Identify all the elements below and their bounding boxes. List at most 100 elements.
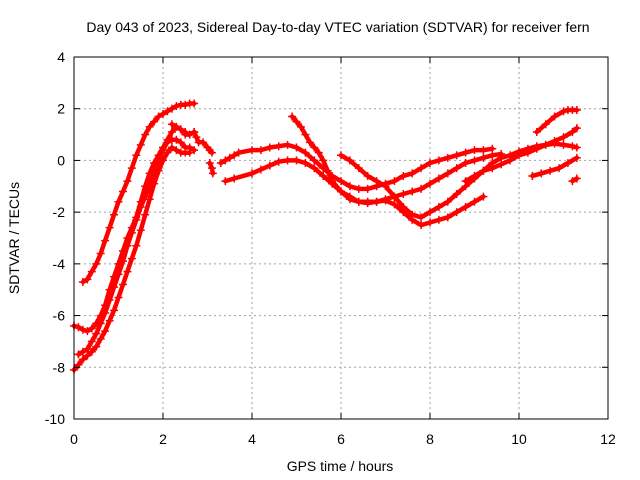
data-point xyxy=(452,151,461,160)
data-point xyxy=(532,144,541,153)
data-point xyxy=(83,345,92,354)
data-point xyxy=(292,156,301,165)
data-point xyxy=(274,157,283,166)
data-point xyxy=(114,197,123,206)
data-point xyxy=(363,197,372,206)
data-point xyxy=(230,151,239,160)
data-point xyxy=(92,259,101,268)
data-point xyxy=(572,106,581,115)
data-point xyxy=(141,192,150,201)
data-point xyxy=(274,142,283,151)
data-point xyxy=(154,156,163,165)
data-point xyxy=(172,102,181,111)
data-point xyxy=(87,267,96,276)
data-point xyxy=(434,215,443,224)
data-point xyxy=(172,122,181,131)
data-point xyxy=(172,146,181,155)
data-point xyxy=(488,151,497,160)
data-point xyxy=(163,148,172,157)
data-point xyxy=(381,182,390,191)
data-point xyxy=(390,200,399,209)
data-point xyxy=(319,156,328,165)
data-point xyxy=(207,164,216,173)
data-point xyxy=(572,143,581,152)
data-point xyxy=(74,350,83,359)
data-point xyxy=(185,130,194,139)
data-point xyxy=(283,156,292,165)
data-point xyxy=(105,296,114,305)
x-tick-label: 12 xyxy=(600,431,616,447)
data-point xyxy=(127,164,136,173)
x-tick-label: 2 xyxy=(159,431,167,447)
data-point xyxy=(221,177,230,186)
data-point xyxy=(283,140,292,149)
data-point xyxy=(136,226,145,235)
data-point xyxy=(154,112,163,121)
data-point xyxy=(528,171,537,180)
data-point xyxy=(363,184,372,193)
data-point xyxy=(426,179,434,188)
y-tick-labels: -10 -8 -6 -4 -2 0 2 4 xyxy=(45,49,65,427)
x-tick-label: 0 xyxy=(70,431,78,447)
data-point xyxy=(101,236,110,245)
data-point xyxy=(434,202,443,211)
data-point xyxy=(541,140,550,149)
data-point xyxy=(230,174,239,183)
data-point xyxy=(470,156,479,165)
y-tick-label: -8 xyxy=(53,359,66,375)
data-point xyxy=(150,169,159,178)
data-point xyxy=(265,161,274,170)
data-series-group xyxy=(70,99,581,374)
data-point xyxy=(205,159,214,168)
series-track-9 xyxy=(461,124,581,186)
data-point xyxy=(390,177,399,186)
data-point xyxy=(572,153,581,162)
data-point xyxy=(110,306,119,315)
data-point xyxy=(354,164,363,173)
data-point xyxy=(96,249,105,258)
data-point xyxy=(310,143,319,152)
data-point xyxy=(572,124,581,133)
data-point xyxy=(123,241,132,250)
data-point xyxy=(256,165,265,174)
chart-title: Day 043 of 2023, Sidereal Day-to-day VTE… xyxy=(86,19,589,35)
data-point xyxy=(78,355,87,364)
data-point xyxy=(207,148,216,157)
data-point xyxy=(190,146,199,155)
data-point xyxy=(167,127,176,136)
data-point xyxy=(559,140,568,149)
data-point xyxy=(301,148,310,157)
data-point xyxy=(190,127,199,136)
data-point xyxy=(443,153,452,162)
data-point xyxy=(426,159,434,168)
data-point xyxy=(434,156,443,165)
data-point xyxy=(417,164,426,173)
data-point xyxy=(225,153,234,162)
data-point xyxy=(337,151,345,160)
data-point xyxy=(452,208,461,217)
data-point xyxy=(470,197,479,206)
data-point xyxy=(163,135,172,144)
data-point xyxy=(132,241,141,250)
series-track-10 xyxy=(532,106,581,136)
data-point xyxy=(192,133,201,142)
data-point xyxy=(83,275,92,284)
data-point xyxy=(381,196,390,205)
data-point xyxy=(443,169,452,178)
data-point xyxy=(372,177,381,186)
data-point xyxy=(461,177,470,186)
data-point xyxy=(461,159,470,168)
data-point xyxy=(101,308,110,317)
data-point xyxy=(470,171,479,180)
data-point xyxy=(87,337,96,346)
data-point xyxy=(345,195,354,204)
series-line xyxy=(169,121,188,135)
series-track-13 xyxy=(190,127,216,157)
series-track-15 xyxy=(167,120,190,136)
data-point xyxy=(550,137,559,146)
series-track-11 xyxy=(528,153,581,180)
data-point xyxy=(159,109,167,118)
data-point xyxy=(479,192,488,201)
data-point xyxy=(506,156,515,165)
data-point xyxy=(127,254,136,263)
